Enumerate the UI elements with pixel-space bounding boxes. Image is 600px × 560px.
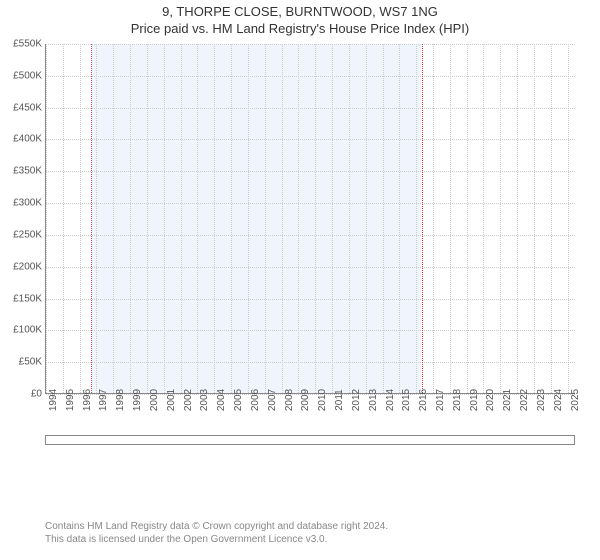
plot-svg <box>46 44 575 393</box>
xtick-label: 2001 <box>166 389 177 411</box>
ytick-label: £150K <box>2 293 42 304</box>
gridline-v <box>113 44 114 393</box>
gridline-h <box>46 108 575 109</box>
gridline-v <box>416 44 417 393</box>
gridline-h <box>46 362 575 363</box>
gridline-h <box>46 267 575 268</box>
xtick-label: 1997 <box>98 389 109 411</box>
xtick-label: 2023 <box>536 389 547 411</box>
xtick-label: 2017 <box>435 389 446 411</box>
xtick-label: 2004 <box>216 389 227 411</box>
gridline-h <box>46 76 575 77</box>
ytick-label: £300K <box>2 198 42 209</box>
gridline-v <box>366 44 367 393</box>
xtick-label: 2025 <box>570 389 581 411</box>
xtick-label: 2002 <box>183 389 194 411</box>
marker-vline <box>422 44 423 393</box>
gridline-v <box>298 44 299 393</box>
gridline-h <box>46 330 575 331</box>
gridline-v <box>63 44 64 393</box>
xtick-label: 2012 <box>351 389 362 411</box>
xtick-label: 2022 <box>519 389 530 411</box>
ytick-label: £250K <box>2 229 42 240</box>
gridline-h <box>46 203 575 204</box>
gridline-v <box>164 44 165 393</box>
gridline-v <box>181 44 182 393</box>
ytick-label: £0 <box>2 389 42 400</box>
xtick-label: 2005 <box>233 389 244 411</box>
ytick-label: £200K <box>2 261 42 272</box>
title-block: 9, THORPE CLOSE, BURNTWOOD, WS7 1NG Pric… <box>0 0 600 38</box>
xtick-label: 1995 <box>65 389 76 411</box>
gridline-v <box>130 44 131 393</box>
gridline-v <box>80 44 81 393</box>
gridline-v <box>399 44 400 393</box>
ytick-label: £450K <box>2 102 42 113</box>
xtick-label: 2006 <box>250 389 261 411</box>
xtick-label: 2011 <box>334 389 345 411</box>
chart-plot-area <box>45 44 575 394</box>
ytick-label: £400K <box>2 134 42 145</box>
footer-line1: Contains HM Land Registry data © Crown c… <box>45 520 388 533</box>
xtick-label: 2009 <box>300 389 311 411</box>
xtick-label: 2010 <box>317 389 328 411</box>
gridline-v <box>450 44 451 393</box>
xtick-label: 2021 <box>502 389 513 411</box>
xtick-label: 2008 <box>284 389 295 411</box>
legend <box>45 435 575 445</box>
gridline-v <box>467 44 468 393</box>
gridline-v <box>483 44 484 393</box>
ytick-label: £50K <box>2 357 42 368</box>
gridline-v <box>282 44 283 393</box>
xtick-label: 2003 <box>199 389 210 411</box>
xtick-label: 2015 <box>401 389 412 411</box>
xtick-label: 2019 <box>469 389 480 411</box>
xtick-label: 2024 <box>553 389 564 411</box>
gridline-v <box>197 44 198 393</box>
footer: Contains HM Land Registry data © Crown c… <box>45 520 388 546</box>
ytick-label: £550K <box>2 39 42 50</box>
gridline-h <box>46 139 575 140</box>
gridline-v <box>315 44 316 393</box>
gridline-v <box>534 44 535 393</box>
title-sub: Price paid vs. HM Land Registry's House … <box>0 21 600 36</box>
gridline-h <box>46 299 575 300</box>
footer-line2: This data is licensed under the Open Gov… <box>45 533 388 546</box>
gridline-v <box>517 44 518 393</box>
gridline-h <box>46 44 575 45</box>
gridline-h <box>46 235 575 236</box>
xtick-label: 2014 <box>385 389 396 411</box>
gridline-v <box>214 44 215 393</box>
xtick-label: 2018 <box>452 389 463 411</box>
marker-vline <box>91 44 92 393</box>
gridline-v <box>332 44 333 393</box>
gridline-v <box>46 44 47 393</box>
chart-container: 9, THORPE CLOSE, BURNTWOOD, WS7 1NG Pric… <box>0 0 600 560</box>
ytick-label: £500K <box>2 70 42 81</box>
gridline-v <box>231 44 232 393</box>
xtick-label: 2000 <box>149 389 160 411</box>
gridline-v <box>433 44 434 393</box>
xtick-label: 2020 <box>485 389 496 411</box>
xtick-label: 1996 <box>82 389 93 411</box>
gridline-v <box>349 44 350 393</box>
gridline-v <box>265 44 266 393</box>
xtick-label: 2013 <box>368 389 379 411</box>
gridline-v <box>383 44 384 393</box>
ytick-label: £350K <box>2 166 42 177</box>
xtick-label: 2016 <box>418 389 429 411</box>
gridline-h <box>46 171 575 172</box>
xtick-label: 1999 <box>132 389 143 411</box>
xtick-label: 1994 <box>48 389 59 411</box>
gridline-v <box>568 44 569 393</box>
xtick-label: 1998 <box>115 389 126 411</box>
gridline-v <box>96 44 97 393</box>
gridline-v <box>147 44 148 393</box>
gridline-v <box>500 44 501 393</box>
ytick-label: £100K <box>2 325 42 336</box>
xtick-label: 2007 <box>267 389 278 411</box>
gridline-v <box>551 44 552 393</box>
gridline-v <box>248 44 249 393</box>
title-main: 9, THORPE CLOSE, BURNTWOOD, WS7 1NG <box>0 4 600 19</box>
